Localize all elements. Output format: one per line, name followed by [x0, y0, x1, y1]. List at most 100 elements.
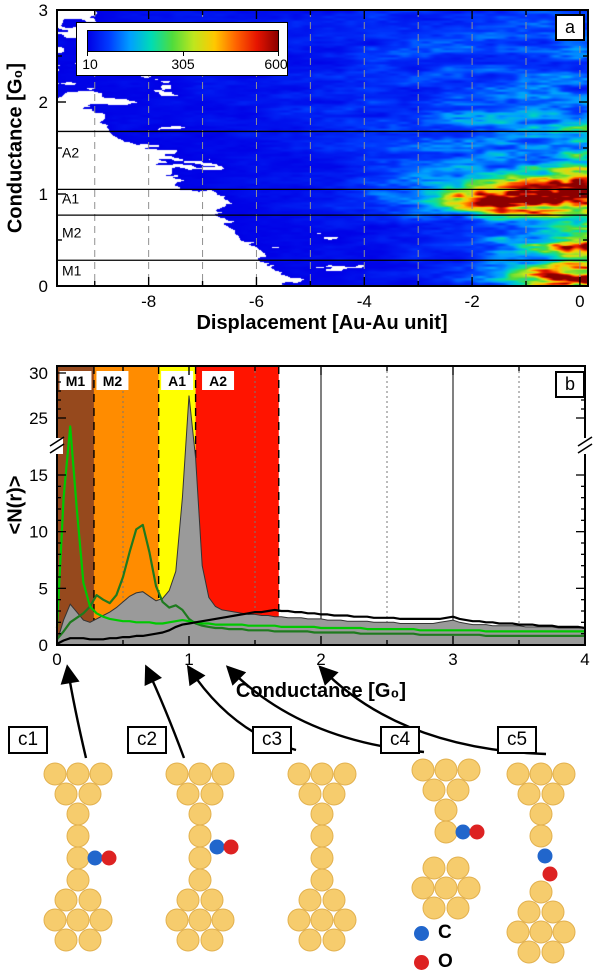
gold-atom	[322, 782, 346, 806]
gold-atom	[176, 782, 200, 806]
gold-atom	[66, 908, 90, 932]
gold-atom	[310, 908, 334, 932]
gold-atom	[506, 762, 530, 786]
gold-atom	[78, 782, 102, 806]
region-label-M1: M1	[62, 262, 82, 278]
gold-atom	[517, 940, 541, 964]
gold-atom	[200, 888, 224, 912]
gold-atom	[43, 762, 67, 786]
panel-c3-label: c3	[252, 726, 292, 754]
gold-atom	[333, 908, 357, 932]
gold-atom	[322, 888, 346, 912]
gold-atom	[54, 928, 78, 952]
y-tick-label: 10	[29, 523, 48, 542]
band-label-box	[96, 371, 129, 390]
gold-atom	[89, 908, 113, 932]
panel-a-label: a	[555, 14, 585, 41]
band-label-M1: M1	[66, 373, 86, 389]
panel-b-y-title: <N(r)>	[4, 475, 27, 535]
panel-c5-label: c5	[497, 726, 537, 754]
x-tick-label: -6	[249, 292, 264, 311]
gold-atom	[188, 868, 212, 892]
oxygen-atom	[223, 839, 239, 855]
gold-atom	[78, 888, 102, 912]
gold-atom	[541, 940, 565, 964]
panel-c4-label: c4	[380, 726, 420, 754]
gold-atom	[552, 920, 576, 944]
gold-atom	[54, 888, 78, 912]
panel-b-x-title: Conductance [G₀]	[235, 680, 407, 702]
colorbar-label-mid: 305	[171, 56, 195, 72]
x-tick-label: 3	[448, 650, 457, 669]
gold-atom	[66, 824, 90, 848]
y-tick-label: 30	[29, 364, 48, 383]
gold-atom	[541, 782, 565, 806]
panel-c2-label: c2	[127, 726, 167, 754]
gold-atom	[54, 782, 78, 806]
carbon-legend-icon	[414, 925, 429, 941]
carbon-atom	[87, 850, 103, 866]
gold-atom	[66, 868, 90, 892]
gold-atom	[43, 908, 67, 932]
gold-atom	[457, 876, 481, 900]
junction-diagram-c4	[411, 758, 485, 920]
series-light-green-curve	[55, 425, 585, 633]
gold-atom	[552, 762, 576, 786]
band-label-box	[161, 371, 194, 390]
colorbar: 10 305 600	[76, 22, 288, 76]
x-tick-label: 0	[52, 650, 61, 669]
gold-atom	[211, 762, 235, 786]
y-tick-label: 2	[39, 93, 48, 112]
band-label-box	[202, 371, 235, 390]
gold-atom	[287, 762, 311, 786]
gold-atom	[529, 762, 553, 786]
panel-a-x-title: Displacement [Au-Au unit]	[196, 312, 448, 334]
gold-atom	[165, 908, 189, 932]
gold-atom	[200, 782, 224, 806]
gold-atom	[66, 846, 90, 870]
gold-atom	[310, 846, 334, 870]
colorbar-tick	[87, 52, 88, 56]
junction-diagram-c1	[43, 762, 117, 952]
gold-atom	[200, 928, 224, 952]
colorbar-tick	[278, 52, 279, 56]
gold-atom	[422, 856, 446, 880]
series-outline	[56, 395, 585, 642]
region-label-A1: A1	[62, 191, 79, 207]
panel-c1-label: c1	[8, 726, 48, 754]
gold-atom	[422, 896, 446, 920]
gold-atom	[457, 758, 481, 782]
gold-atom	[298, 928, 322, 952]
axis-break-mark	[577, 443, 593, 454]
x-tick-label: 1	[184, 650, 193, 669]
panel-b-label: b	[555, 371, 585, 398]
series-black-curve	[56, 608, 586, 645]
gold-atom	[298, 782, 322, 806]
gold-atom	[529, 880, 553, 904]
junction-diagram-c5	[506, 762, 576, 964]
y-tick-label: 1	[39, 185, 48, 204]
x-tick-label: -2	[465, 292, 480, 311]
oxygen-atom	[469, 824, 485, 840]
series-gray-filled-histogram	[57, 395, 585, 645]
x-tick-label: 0	[575, 292, 584, 311]
colorbar-label-max: 600	[264, 56, 288, 72]
gold-atom	[188, 802, 212, 826]
gold-atom	[411, 758, 435, 782]
gold-atom	[310, 824, 334, 848]
gold-atom	[211, 908, 235, 932]
band-label-box	[59, 371, 92, 390]
y-tick-label: 0	[39, 636, 48, 655]
gold-atom	[78, 928, 102, 952]
oxygen-legend-label: O	[438, 951, 453, 972]
gold-atom	[446, 778, 470, 802]
axis-break-mark	[49, 443, 65, 454]
gold-atom	[529, 824, 553, 848]
legend-row-carbon: C	[414, 922, 453, 944]
y-tick-label: 0	[39, 277, 48, 296]
colorbar-label-min: 10	[82, 56, 98, 72]
gold-atom	[310, 868, 334, 892]
gold-atom	[333, 762, 357, 786]
band-label-M2: M2	[103, 373, 123, 389]
gold-atom	[434, 758, 458, 782]
